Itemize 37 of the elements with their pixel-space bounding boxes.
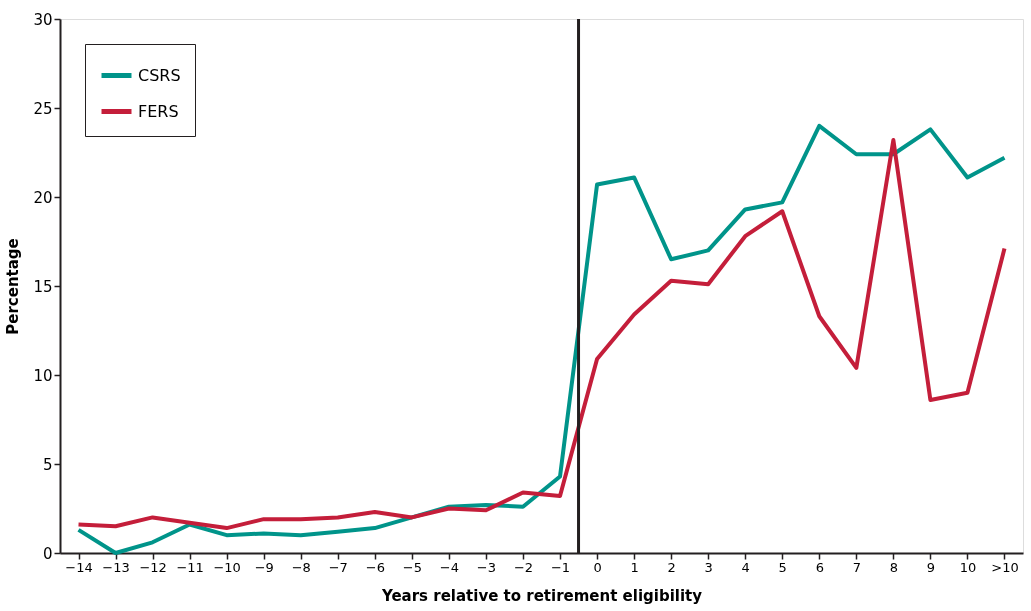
y-tick-label: 30 <box>33 10 53 29</box>
legend-label: FERS <box>138 101 179 121</box>
x-tick-label: 8 <box>889 559 899 575</box>
x-tick-label: −1 <box>550 559 571 575</box>
x-tick-label: 0 <box>593 559 602 575</box>
y-tick-label: 20 <box>33 188 53 207</box>
x-tick-label: 10 <box>959 559 977 575</box>
x-tick-label: 9 <box>926 559 936 575</box>
y-tick-label: 10 <box>33 366 53 385</box>
x-tick-label: 6 <box>815 559 824 575</box>
x-tick-label: −13 <box>102 559 130 575</box>
x-tick-label: 2 <box>667 559 676 575</box>
x-tick-label: −3 <box>476 559 497 575</box>
x-tick-label: 1 <box>630 559 639 575</box>
x-tick-label: −4 <box>439 559 459 575</box>
y-tick-label: 5 <box>42 455 53 474</box>
x-tick-label: −9 <box>254 559 274 575</box>
x-axis-title: Years relative to retirement eligibility <box>380 586 703 605</box>
x-tick-label: −14 <box>65 559 93 575</box>
x-tick-label: −10 <box>213 559 241 575</box>
x-tick-label: 5 <box>778 559 787 575</box>
y-tick-label: 15 <box>33 277 53 296</box>
x-tick-label: >10 <box>991 559 1019 575</box>
legend-label: CSRS <box>138 65 181 85</box>
x-tick-label: −8 <box>291 559 311 575</box>
x-tick-label: 4 <box>741 559 750 575</box>
x-tick-label: 7 <box>852 559 861 575</box>
x-tick-label: −7 <box>328 559 348 575</box>
x-tick-label: −2 <box>513 559 534 575</box>
y-axis-title: Percentage <box>4 238 23 335</box>
y-tick-label: 25 <box>33 99 53 118</box>
x-tick-label: −5 <box>402 559 422 575</box>
x-tick-label: −6 <box>365 559 385 575</box>
x-tick-label: −12 <box>139 559 167 575</box>
x-tick-label: −11 <box>176 559 204 575</box>
y-tick-label: 0 <box>42 544 53 563</box>
x-tick-label: 3 <box>704 559 713 575</box>
